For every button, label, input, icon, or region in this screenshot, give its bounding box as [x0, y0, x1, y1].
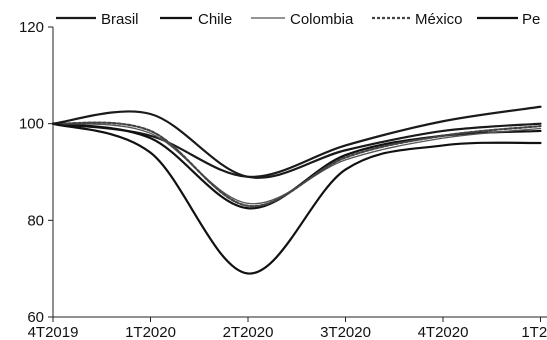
series-group — [51, 105, 542, 275]
legend-label: Pe — [522, 11, 540, 28]
legend-label: Colombia — [290, 11, 354, 28]
y-ticks: 60 80 100 120 — [19, 19, 53, 326]
y-tick-label: 60 — [27, 309, 44, 326]
legend-label: Brasil — [101, 11, 139, 28]
x-tick-label: 2T2020 — [223, 324, 274, 340]
y-tick-label: 80 — [27, 212, 44, 229]
x-tick-label: 1T2020 — [125, 324, 176, 340]
axes — [52, 27, 547, 318]
series-line-unlabeled-5 — [51, 110, 542, 179]
y-tick-label: 100 — [19, 116, 44, 133]
x-tick-label: 4T2020 — [418, 324, 469, 340]
series-line-brasil — [51, 105, 542, 178]
series-line-peru — [51, 122, 542, 275]
legend: Brasil Chile Colombia México Pe — [56, 11, 540, 28]
x-ticks: 4T2019 1T2020 2T2020 3T2020 4T2020 1T20: — [28, 317, 547, 340]
series-line-colombia — [52, 123, 542, 205]
series-line-mexico — [51, 121, 542, 208]
y-tick-label: 120 — [19, 19, 44, 36]
x-tick-label: 4T2019 — [28, 324, 79, 340]
legend-label: Chile — [198, 11, 232, 28]
x-tick-label: 1T20: — [521, 324, 547, 340]
legend-label: México — [415, 11, 463, 28]
x-tick-label: 3T2020 — [320, 324, 371, 340]
